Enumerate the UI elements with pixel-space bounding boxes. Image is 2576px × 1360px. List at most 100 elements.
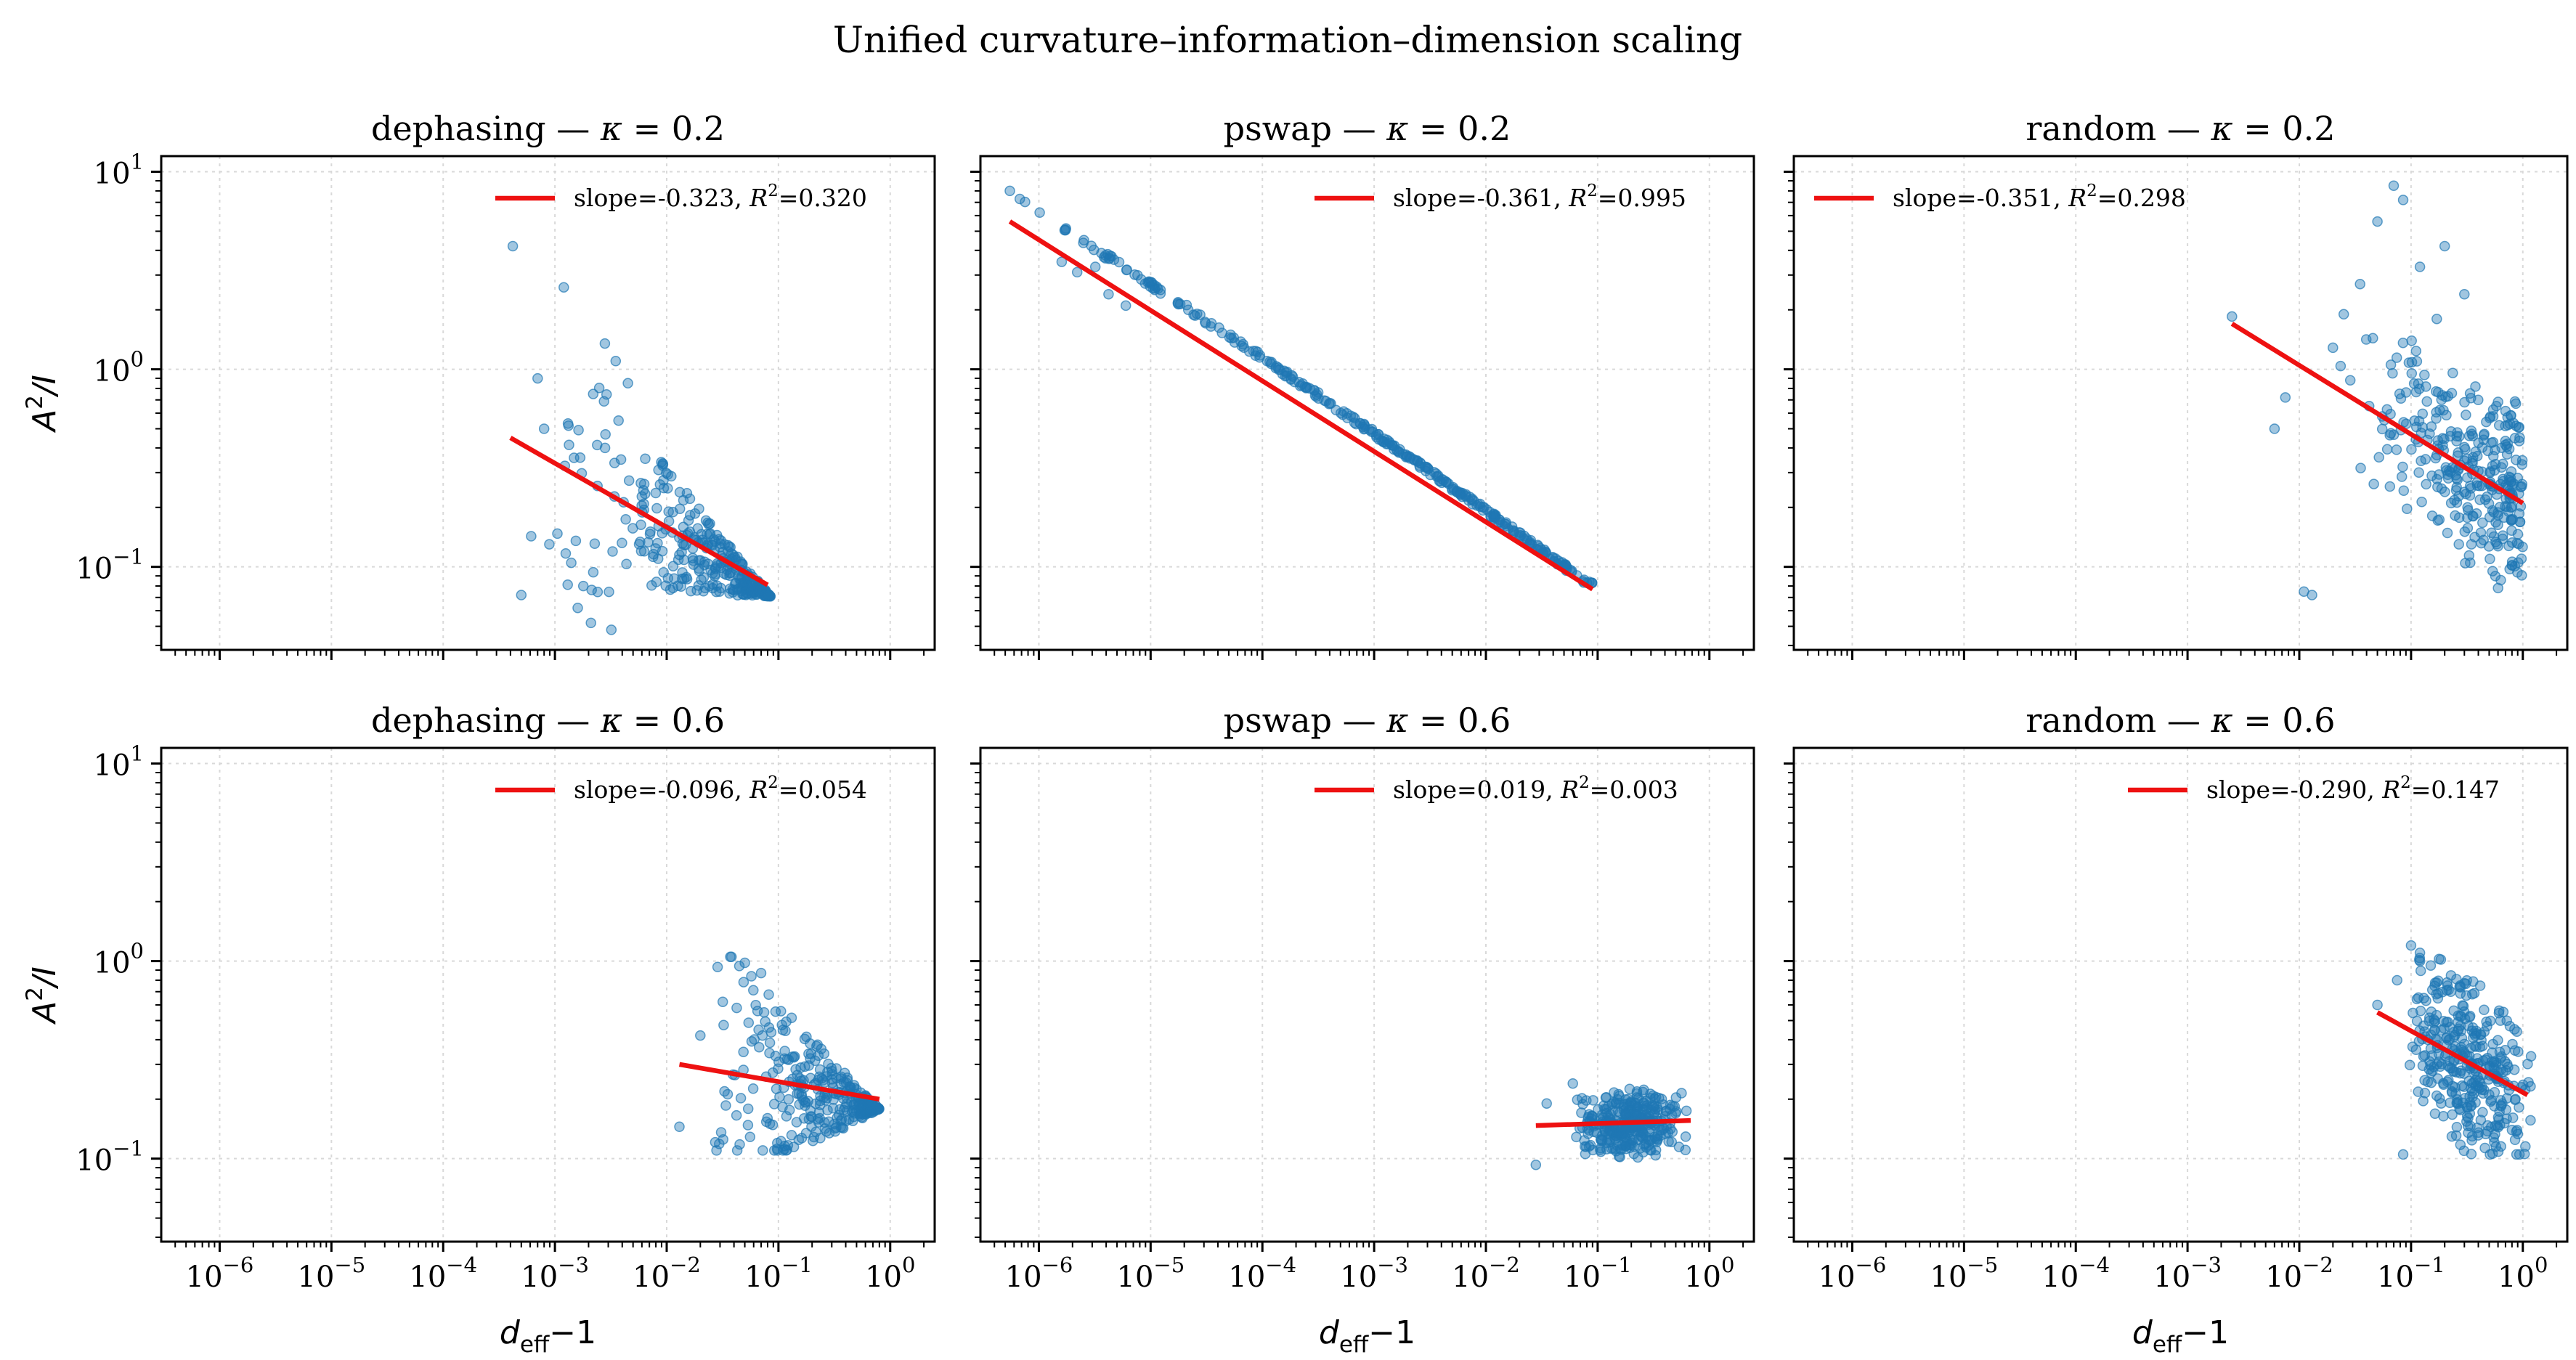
scatter-point (2523, 1077, 2534, 1088)
scatter-point (1646, 1134, 1657, 1145)
scatter-point (661, 468, 672, 479)
scatter-point (1301, 382, 1312, 394)
scatter-point (748, 985, 759, 996)
scatter-point (786, 1012, 797, 1023)
scatter-point (746, 971, 757, 982)
scatter-point (526, 531, 537, 542)
scatter-point (2426, 470, 2437, 481)
scatter-point (2503, 444, 2515, 455)
scatter-point (516, 590, 527, 600)
scatter-point (1673, 1141, 1685, 1152)
scatter-point (2415, 1005, 2426, 1017)
axes-frame (979, 746, 1755, 1243)
scatter-point (2454, 1103, 2465, 1115)
scatter-point (2387, 367, 2398, 379)
scatter-point (668, 573, 680, 584)
scatter-point (1060, 224, 1071, 236)
scatter-point (731, 1002, 742, 1014)
scatter-point (2475, 1115, 2487, 1125)
scatter-point (822, 1104, 833, 1116)
scatter-point (1647, 1100, 1658, 1112)
panel-random-kappa-0.2: random — κ = 0.2 slope=-0.351, R2=0.298 (1784, 109, 2569, 660)
legend-label: slope=-0.290, R2=0.147 (2206, 773, 2500, 804)
scatter-point (2484, 511, 2495, 523)
scatter-point (2426, 1006, 2437, 1017)
scatter-point (696, 529, 707, 540)
scatter-point (1541, 1098, 1552, 1109)
scatter-point (1530, 1159, 1542, 1170)
scatter-point (2429, 980, 2440, 992)
scatter-point (2490, 571, 2501, 582)
x-tick-label: 10−4 (2041, 1253, 2110, 1294)
scatter-point (2431, 473, 2442, 485)
scatter-point (2450, 485, 2462, 496)
scatter-point (2453, 539, 2464, 550)
scatter-point (1649, 1107, 1661, 1117)
scatter-point (1667, 1126, 1678, 1137)
scatter-point (2436, 1059, 2447, 1070)
scatter-point (758, 1006, 770, 1018)
scatter-point (1681, 1105, 1692, 1117)
scatter-point (2419, 1088, 2431, 1099)
scatter-point (2463, 505, 2474, 516)
scatter-point (815, 1091, 826, 1102)
scatter-point (1516, 530, 1527, 542)
y-axis-label: A2/I (22, 375, 63, 433)
scatter-point (2373, 452, 2384, 463)
scatter-point (1640, 1110, 1651, 1122)
scatter-point (1497, 519, 1508, 530)
scatter-point (698, 572, 710, 583)
scatter-point (1199, 317, 1211, 327)
scatter-point (2457, 1000, 2468, 1011)
scatter-point (2426, 421, 2437, 432)
scatter-point (731, 1109, 742, 1121)
scatter-point (770, 1006, 781, 1017)
scatter-point (544, 539, 555, 550)
scatter-point (773, 1063, 784, 1075)
scatter-point (2477, 480, 2487, 492)
scatter-point (2372, 999, 2383, 1011)
scatter-point (2405, 940, 2417, 951)
scatter-point (2335, 360, 2347, 372)
scatter-point (1437, 473, 1448, 485)
x-tick-label: 100 (1684, 1253, 1734, 1294)
scatter-point (2451, 1121, 2463, 1133)
scatter-point (2406, 368, 2418, 379)
x-tick-label: 10−4 (1228, 1253, 1296, 1294)
scatter-point (2411, 356, 2423, 367)
scatter-point (2388, 180, 2400, 191)
fit-line (678, 1062, 880, 1102)
scatter-point (840, 1115, 852, 1127)
scatter-point (2508, 1064, 2520, 1075)
scatter-point (1132, 269, 1143, 281)
scatter-point (796, 1133, 808, 1144)
scatter-point (2477, 1081, 2487, 1093)
scatter-point (562, 418, 574, 429)
x-tick-label: 10−6 (1819, 1253, 1887, 1294)
scatter-point (2430, 452, 2441, 464)
scatter-point (2487, 566, 2498, 577)
panel-title: dephasing — κ = 0.6 (371, 701, 725, 740)
scatter-point (2470, 446, 2482, 457)
scatter-point (710, 1136, 721, 1148)
scatter-point (1078, 235, 1089, 245)
scatter-point (2354, 278, 2365, 290)
scatter-point (635, 545, 647, 557)
legend-label: slope=-0.096, R2=0.054 (574, 773, 867, 804)
scatter-point (675, 581, 687, 592)
scatter-point (2432, 481, 2443, 492)
scatter-point (2402, 503, 2413, 514)
scatter-point (2444, 465, 2455, 477)
panel-pswap-kappa-0.2: pswap — κ = 0.2 slope=-0.361, R2=0.995 (970, 109, 1755, 660)
scatter-point (794, 1099, 805, 1110)
scatter-point (638, 546, 650, 557)
scatter-point (613, 415, 624, 426)
scatter-point (845, 1081, 856, 1093)
scatter-point (507, 240, 519, 252)
scatter-point (2477, 517, 2488, 529)
scatter-point (2422, 1076, 2434, 1088)
scatter-point (598, 396, 609, 407)
scatter-point (1576, 1107, 1587, 1118)
scatter-point (1254, 350, 1266, 361)
scatter-point (1571, 1131, 1582, 1143)
